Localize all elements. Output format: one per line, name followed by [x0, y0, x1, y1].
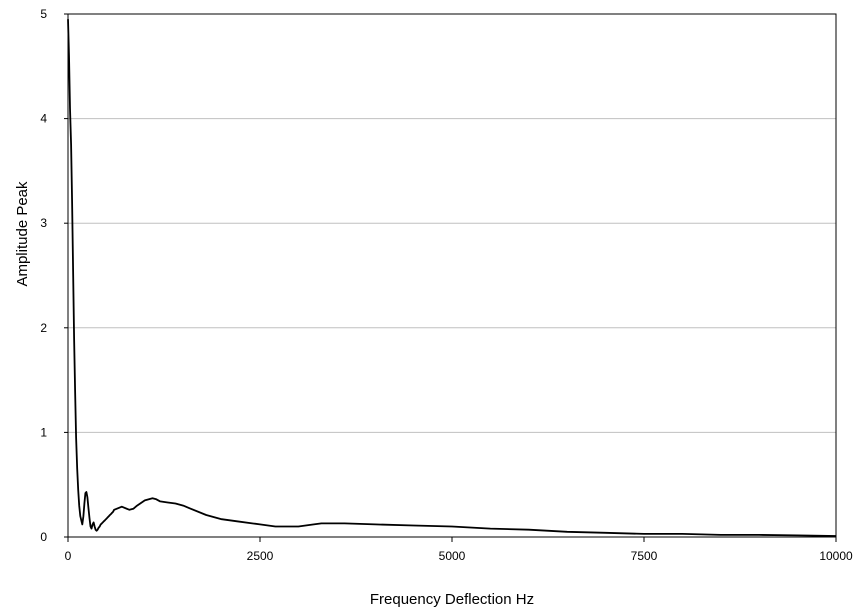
- x-tick-label: 0: [65, 549, 72, 563]
- y-tick-label: 5: [40, 7, 47, 21]
- x-tick-label: 5000: [439, 549, 466, 563]
- x-tick-label: 2500: [247, 549, 274, 563]
- x-axis-title: Frequency Deflection Hz: [370, 591, 534, 608]
- y-tick-label: 3: [40, 216, 47, 230]
- y-axis: 0 1 2 3 4 5: [40, 7, 68, 544]
- y-tick-label: 1: [40, 425, 47, 439]
- gridlines: [68, 118, 836, 433]
- series-line: [67, 19, 837, 537]
- x-tick-label: 7500: [631, 549, 658, 563]
- y-tick-label: 4: [40, 112, 47, 126]
- y-tick-label: 2: [40, 321, 47, 335]
- x-axis: 0 2500 5000 7500 10000: [65, 537, 853, 563]
- y-tick-label: 0: [40, 530, 47, 544]
- plot-area: [68, 14, 836, 537]
- x-tick-label: 10000: [819, 549, 853, 563]
- y-axis-title: Amplitude Peak: [14, 181, 31, 287]
